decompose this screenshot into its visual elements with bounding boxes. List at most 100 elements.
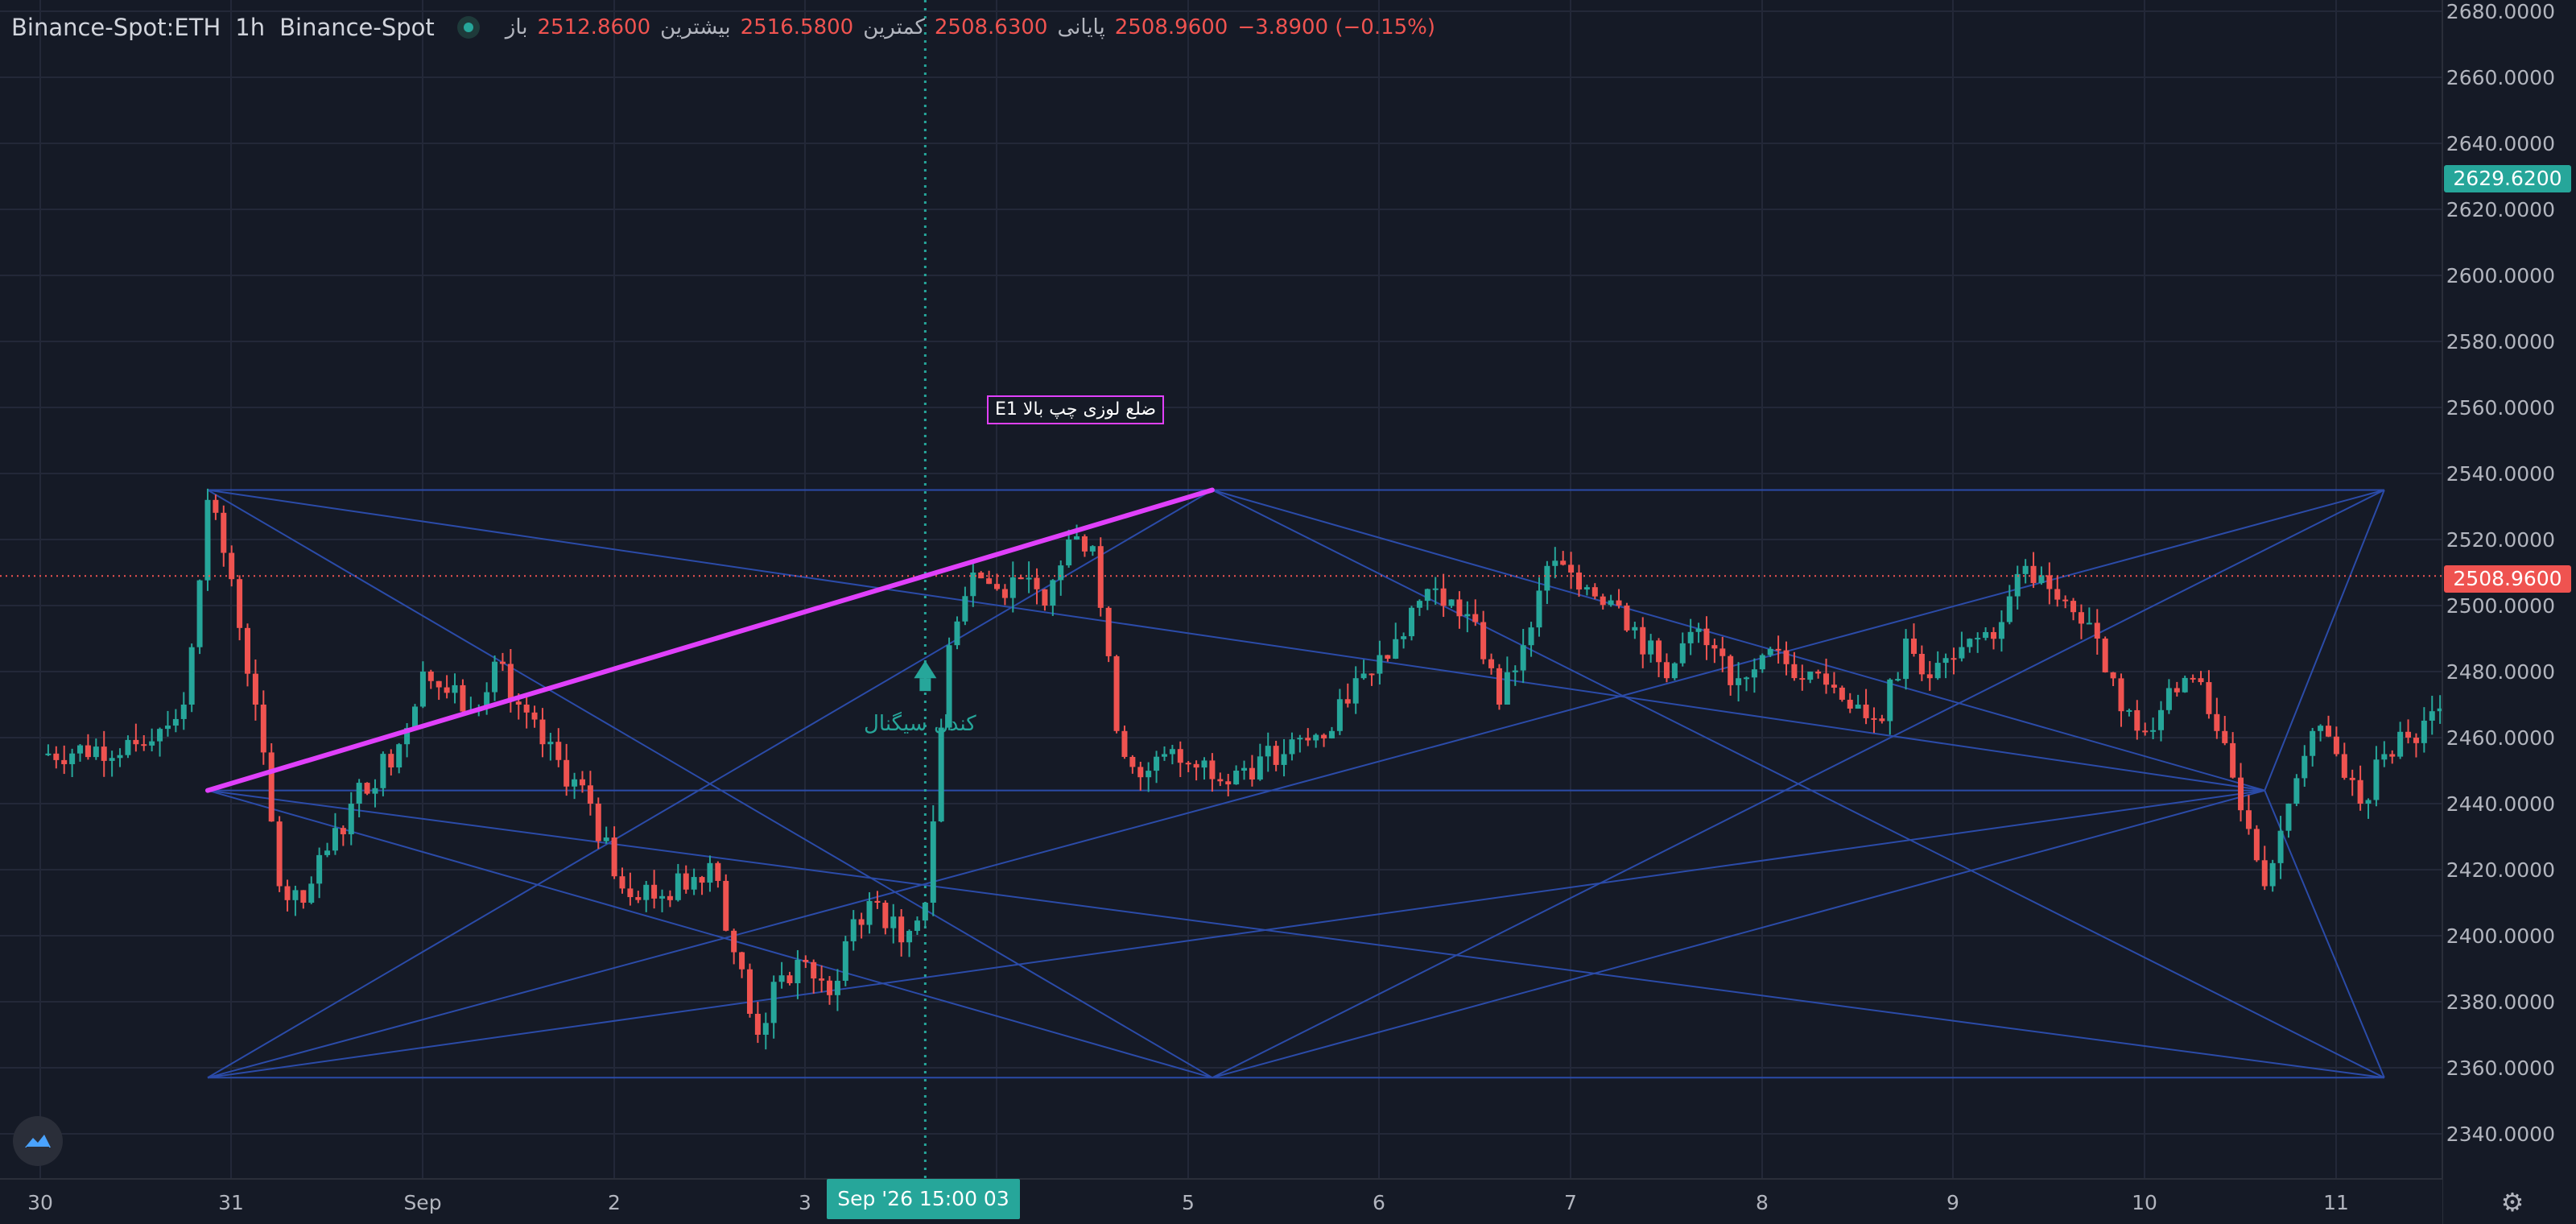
candle-up	[1313, 734, 1319, 741]
candle-down	[300, 890, 307, 903]
candle-down	[1193, 763, 1199, 768]
candle-down	[2094, 622, 2100, 639]
time-tick-label: 3	[799, 1191, 811, 1214]
price-tick-label: 2380.0000	[2446, 990, 2555, 1014]
candle-down	[2070, 601, 2077, 613]
symbol-name[interactable]: Binance-Spot:ETH	[11, 14, 221, 41]
tradingview-logo-icon[interactable]	[13, 1116, 63, 1166]
candle-down	[1799, 678, 1806, 680]
candle-up	[1632, 626, 1638, 631]
candle-up	[316, 854, 323, 884]
time-tick-label: 31	[218, 1191, 244, 1214]
signal-arrow-stem	[919, 678, 931, 692]
candle-down	[1871, 717, 1877, 720]
candle-down	[444, 687, 450, 693]
candle-up	[2373, 759, 2380, 800]
candle-up	[2293, 778, 2300, 804]
candle-down	[858, 919, 865, 925]
grid	[0, 0, 2442, 1179]
candle-up	[914, 920, 920, 931]
signal-arrow-icon	[914, 660, 937, 679]
candle-down	[1839, 687, 1845, 700]
candle-down	[252, 673, 258, 705]
candle-up	[1448, 599, 1455, 606]
candle-up	[380, 754, 386, 788]
candle-down	[101, 746, 107, 761]
candle-up	[659, 895, 666, 899]
candle-down	[2110, 672, 2116, 679]
candle-down	[85, 745, 91, 758]
overlays[interactable]	[0, 0, 2442, 1179]
candle-up	[1975, 638, 1981, 640]
e1-annotation[interactable]: E1 ضلع لوزی چپ بالا	[987, 395, 1165, 424]
candle-up	[492, 661, 498, 693]
candle-up	[292, 890, 299, 900]
candle-up	[356, 783, 362, 804]
candle-down	[2046, 575, 2053, 589]
time-tick-label: 11	[2323, 1191, 2349, 1214]
candle-up	[1608, 600, 1614, 606]
pattern-line	[1212, 489, 2265, 792]
candle-up	[930, 821, 936, 903]
candle-down	[2245, 810, 2252, 829]
candle-down	[2222, 730, 2228, 743]
last-price-tag: 2629.6200	[2444, 165, 2571, 192]
candle-up	[1903, 639, 1909, 680]
candle-down	[2198, 678, 2204, 683]
candle-down	[1600, 596, 1606, 606]
candle-up	[778, 975, 785, 982]
candle-down	[2333, 736, 2339, 755]
candle-up	[196, 580, 203, 647]
settings-gear-icon[interactable]: ⚙	[2500, 1187, 2524, 1218]
candle-up	[1934, 663, 1941, 679]
candle-up	[396, 744, 402, 768]
interval-label[interactable]: 1h	[235, 14, 266, 41]
candle-up	[572, 779, 578, 787]
candle-down	[898, 916, 905, 943]
candle-up	[1687, 631, 1694, 643]
candle-up	[946, 645, 952, 728]
candle-up	[1967, 639, 1973, 647]
candle-down	[2349, 777, 2355, 780]
candle-down	[1991, 631, 1997, 639]
symbol-legend[interactable]: Binance-Spot:ETH 1h Binance-Spot باز 251…	[11, 11, 1435, 43]
candle-up	[1377, 655, 1383, 674]
candle-up	[850, 919, 857, 941]
candle-down	[1791, 664, 1798, 679]
candle-down	[276, 821, 283, 887]
candle-down	[1728, 655, 1734, 685]
candle-down	[1711, 645, 1718, 649]
candle-up	[45, 753, 52, 755]
candle-down	[1480, 622, 1487, 660]
candle-up	[2421, 720, 2427, 743]
price-tick-label: 2600.0000	[2446, 264, 2555, 287]
candle-up	[324, 850, 331, 855]
candle-down	[539, 719, 546, 745]
candle-up	[795, 960, 801, 984]
candle-down	[2134, 709, 2140, 731]
price-tick-label: 2400.0000	[2446, 924, 2555, 948]
candle-down	[268, 752, 275, 822]
candle-down	[427, 672, 434, 681]
signal-candle-label[interactable]: کندل سیگنال	[864, 712, 976, 736]
candle-down	[1456, 599, 1463, 617]
candle-down	[1488, 659, 1495, 668]
candle-up	[125, 739, 131, 755]
candle-up	[906, 930, 913, 943]
pattern-line	[2264, 490, 2385, 791]
candle-down	[2214, 713, 2220, 731]
candle-down	[1926, 674, 1933, 679]
candle-up	[1528, 627, 1534, 646]
candle-up	[1416, 601, 1422, 608]
candle-down	[754, 1013, 761, 1035]
candle-up	[1401, 636, 1407, 639]
candle-up	[1233, 771, 1240, 785]
candle-up	[1959, 647, 1965, 659]
candle-down	[1440, 588, 1447, 606]
market-status-icon	[456, 16, 480, 39]
price-tick-label: 2640.0000	[2446, 132, 2555, 155]
candle-down	[531, 712, 538, 720]
pattern-line	[1212, 489, 2385, 1079]
